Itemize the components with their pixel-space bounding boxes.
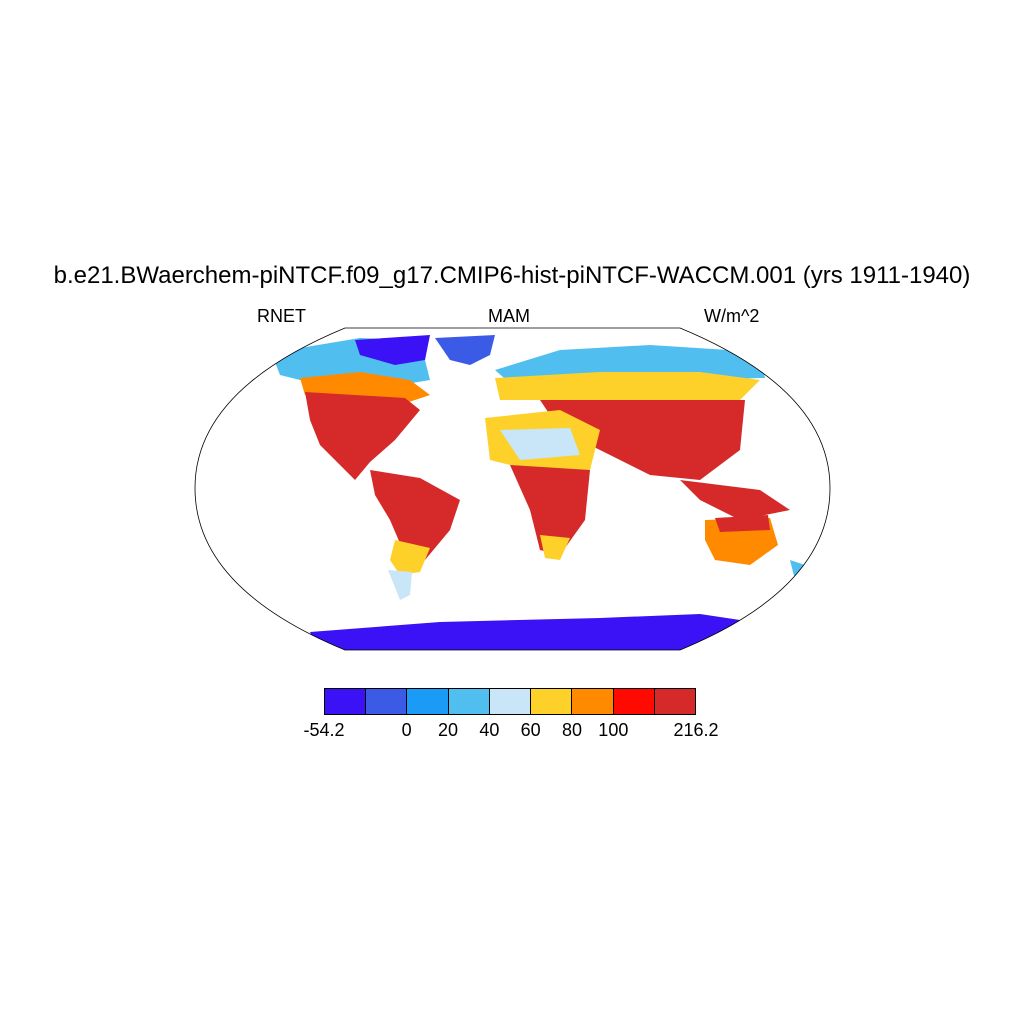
colorbar-box-7 [613, 689, 655, 714]
south-america-warm [370, 470, 460, 560]
colorbar-tick-label: 0 [401, 720, 412, 740]
colorbar-box-0 [325, 689, 367, 714]
north-america-warm [305, 392, 420, 480]
colorbar-tick-label: 80 [561, 720, 583, 740]
maritime-continent [680, 480, 790, 520]
colorbar-box-8 [654, 689, 695, 714]
asia-south [540, 400, 745, 480]
colorbar-box-1 [366, 689, 408, 714]
colorbar-tick-label: 20 [437, 720, 459, 740]
arctic-islands [355, 335, 430, 365]
colorbar-tick-label: 216.2 [673, 720, 719, 740]
units-label: W/m^2 [704, 306, 760, 326]
south-america-south [388, 570, 412, 600]
eurasia-mid [495, 372, 760, 405]
colorbar-tick-label: 40 [479, 720, 500, 740]
africa-south [510, 465, 590, 555]
sahara-core [500, 428, 580, 460]
colorbar-box-5 [531, 689, 573, 714]
colorbar-box-4 [489, 689, 532, 714]
colorbar-tick-label: 60 [520, 720, 541, 740]
season-label: MAM [488, 306, 530, 326]
africa-tip [540, 535, 570, 560]
antarctica [310, 614, 740, 650]
colorbar-tick-label: -54.2 [303, 720, 345, 740]
greenland [435, 335, 495, 365]
south-america-mid [390, 540, 430, 575]
colorbar-tick-label: 100 [598, 720, 629, 740]
page-title: b.e21.BWaerchem-piNTCF.f09_g17.CMIP6-his… [53, 262, 971, 289]
colorbar-box-6 [572, 689, 614, 714]
colorbar-box-3 [448, 689, 490, 714]
colorbar [324, 688, 696, 715]
map-outline [194, 327, 831, 651]
colorbar-box-2 [407, 689, 449, 714]
new-zealand [790, 560, 805, 580]
australia-north [715, 515, 770, 532]
variable-label: RNET [257, 306, 306, 326]
